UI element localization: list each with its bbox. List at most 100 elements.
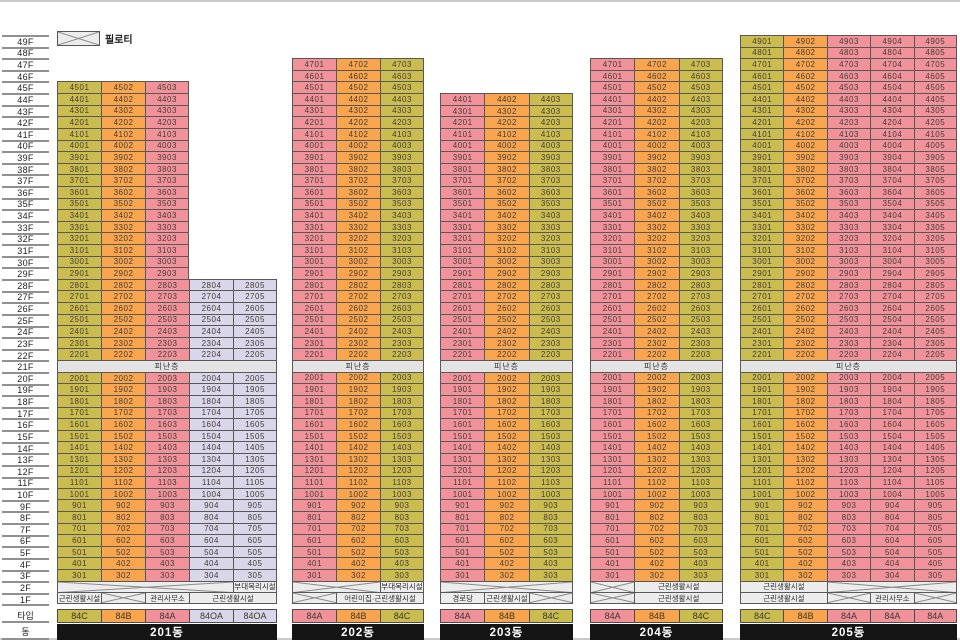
unit-cell-3203: 3203 xyxy=(528,232,573,245)
unit-cell-2504: 2504 xyxy=(189,313,233,326)
unit-cell-4702: 4702 xyxy=(783,58,827,70)
unit-cell-4502: 4502 xyxy=(634,81,679,94)
unit-cell-3303: 3303 xyxy=(528,220,573,233)
unit-cell-1404: 1404 xyxy=(189,441,233,453)
facility-cell: 경로당 xyxy=(440,592,485,604)
floor-label-36f: 36F xyxy=(2,186,49,198)
unit-cell-1502: 1502 xyxy=(634,429,679,442)
unit-cell-4605: 4605 xyxy=(913,69,957,82)
unit-cell-3301: 3301 xyxy=(590,220,635,233)
unit-cell-703: 703 xyxy=(380,522,424,535)
unit-cell-1503: 1503 xyxy=(145,429,189,442)
unit-cell-2603: 2603 xyxy=(145,302,189,314)
unit-cell-2001: 2001 xyxy=(740,371,784,384)
unit-cell-2802: 2802 xyxy=(336,278,380,291)
unit-cell-1202: 1202 xyxy=(484,464,529,477)
unit-cell-701: 701 xyxy=(440,522,485,535)
unit-cell-3401: 3401 xyxy=(57,209,101,221)
unit-cell-702: 702 xyxy=(634,522,679,535)
unit-cell-3003: 3003 xyxy=(826,255,871,268)
floor-label-3f: 3F xyxy=(2,569,49,581)
unit-cell-3801: 3801 xyxy=(440,162,485,175)
hatch-x-icon xyxy=(915,593,956,603)
unit-cell-704: 704 xyxy=(870,522,914,535)
empty-slot xyxy=(189,140,233,152)
unit-cell-503: 503 xyxy=(380,545,424,558)
unit-cell-403: 403 xyxy=(678,557,723,570)
unit-cell-3303: 3303 xyxy=(678,220,723,233)
building-grid-201: 4501 4502 4503 4401 4402 4403 4301 4302 4303 4201… xyxy=(57,81,277,604)
unit-cell-702: 702 xyxy=(336,522,380,535)
type-cell-84a: 84A xyxy=(145,609,189,623)
unit-cell-403: 403 xyxy=(826,557,871,570)
unit-cell-3403: 3403 xyxy=(380,209,424,221)
unit-cell-902: 902 xyxy=(484,499,529,512)
unit-cell-2304: 2304 xyxy=(189,336,233,349)
unit-cell-2603: 2603 xyxy=(678,302,723,314)
facility-cell: 부대복리시설 xyxy=(380,580,424,593)
unit-cell-3801: 3801 xyxy=(57,162,101,175)
piloti-hatch-cell xyxy=(440,580,573,593)
top-border-line xyxy=(0,0,960,2)
unit-cell-2003: 2003 xyxy=(678,371,723,384)
unit-cell-1505: 1505 xyxy=(913,429,957,442)
unit-cell-2201: 2201 xyxy=(590,348,635,361)
unit-cell-504: 504 xyxy=(870,545,914,558)
building-grid-204: 4701 4702 4703 4601 4602 4603 4501 4502 4503 4401… xyxy=(590,58,723,604)
unit-cell-302: 302 xyxy=(336,569,380,581)
unit-cell-3202: 3202 xyxy=(783,232,827,244)
unit-cell-601: 601 xyxy=(590,534,635,546)
unit-cell-3002: 3002 xyxy=(336,255,380,268)
unit-cell-1203: 1203 xyxy=(678,464,723,477)
unit-cell-2601: 2601 xyxy=(292,302,336,314)
unit-cell-1203: 1203 xyxy=(528,464,573,477)
floor-label-19f: 19F xyxy=(2,383,49,395)
building-grid-203: 4401 4402 4403 4301 4302 4303 4201 4202 4203 4101… xyxy=(440,93,573,604)
unit-cell-4402: 4402 xyxy=(634,93,679,105)
empty-slot xyxy=(189,221,233,233)
unit-cell-401: 401 xyxy=(740,557,784,570)
unit-cell-404: 404 xyxy=(189,557,233,570)
unit-cell-3502: 3502 xyxy=(101,197,145,210)
unit-cell-1401: 1401 xyxy=(740,441,784,453)
unit-cell-4805: 4805 xyxy=(913,46,957,59)
unit-cell-2205: 2205 xyxy=(233,348,277,361)
unit-cell-3501: 3501 xyxy=(440,197,485,210)
floor-label-43f: 43F xyxy=(2,104,49,117)
unit-cell-3705: 3705 xyxy=(913,174,957,186)
floor-label-46f: 46F xyxy=(2,69,49,82)
unit-cell-4503: 4503 xyxy=(380,81,424,94)
unit-cell-4002: 4002 xyxy=(783,139,827,152)
unit-cell-1301: 1301 xyxy=(292,452,336,465)
unit-cell-4004: 4004 xyxy=(870,139,914,152)
unit-cell-1102: 1102 xyxy=(336,476,380,488)
unit-cell-2803: 2803 xyxy=(678,278,723,291)
unit-cell-3503: 3503 xyxy=(826,197,871,210)
unit-cell-1002: 1002 xyxy=(101,487,145,500)
unit-cell-1602: 1602 xyxy=(336,418,380,430)
unit-cell-2901: 2901 xyxy=(292,267,336,279)
unit-cell-3803: 3803 xyxy=(678,162,723,175)
building-name-205: 205동 xyxy=(740,624,957,640)
unit-cell-4203: 4203 xyxy=(380,116,424,128)
unit-cell-1601: 1601 xyxy=(292,418,336,430)
unit-cell-702: 702 xyxy=(783,522,827,535)
unit-cell-1502: 1502 xyxy=(783,429,827,442)
unit-cell-4501: 4501 xyxy=(740,81,784,94)
type-cell-84c: 84C xyxy=(678,609,723,623)
empty-slot xyxy=(233,267,277,279)
unit-cell-2002: 2002 xyxy=(634,371,679,384)
unit-cell-4303: 4303 xyxy=(678,104,723,117)
unit-cell-801: 801 xyxy=(57,511,101,523)
unit-cell-2302: 2302 xyxy=(634,336,679,349)
unit-cell-2603: 2603 xyxy=(826,302,871,314)
unit-cell-2301: 2301 xyxy=(590,336,635,349)
empty-slot xyxy=(233,81,277,93)
hatch-x-icon xyxy=(828,593,870,603)
unit-cell-2804: 2804 xyxy=(189,278,233,291)
unit-cell-1003: 1003 xyxy=(528,487,573,500)
unit-cell-1203: 1203 xyxy=(826,464,871,477)
unit-cell-4401: 4401 xyxy=(740,93,784,105)
unit-cell-4501: 4501 xyxy=(292,81,336,94)
unit-cell-3203: 3203 xyxy=(678,232,723,244)
